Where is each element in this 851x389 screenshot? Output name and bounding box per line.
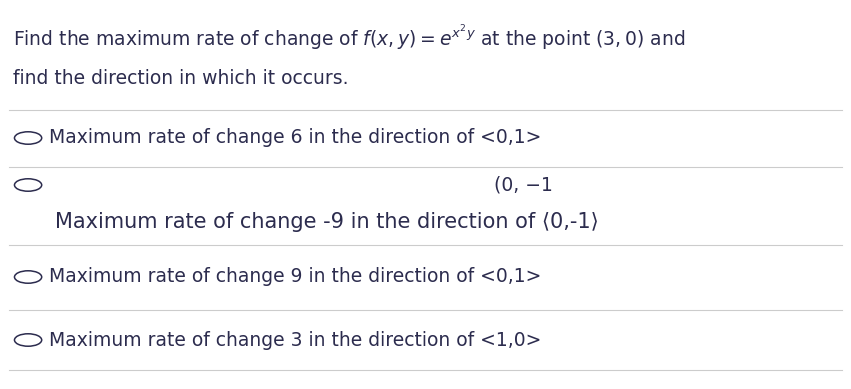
Text: (0, −1: (0, −1: [494, 175, 552, 194]
Text: Find the maximum rate of change of $f(x, y) = e^{x^2 y}$ at the point $(3, 0)$ a: Find the maximum rate of change of $f(x,…: [13, 24, 685, 52]
Text: Maximum rate of change 6 in the direction of <0,1>: Maximum rate of change 6 in the directio…: [49, 128, 542, 147]
Text: Maximum rate of change 3 in the direction of <1,0>: Maximum rate of change 3 in the directio…: [49, 331, 542, 349]
Text: Maximum rate of change -9 in the direction of ⟨0,-1⟩: Maximum rate of change -9 in the directi…: [55, 212, 599, 232]
Text: find the direction in which it occurs.: find the direction in which it occurs.: [13, 68, 348, 88]
Text: Maximum rate of change 9 in the direction of <0,1>: Maximum rate of change 9 in the directio…: [49, 268, 542, 287]
